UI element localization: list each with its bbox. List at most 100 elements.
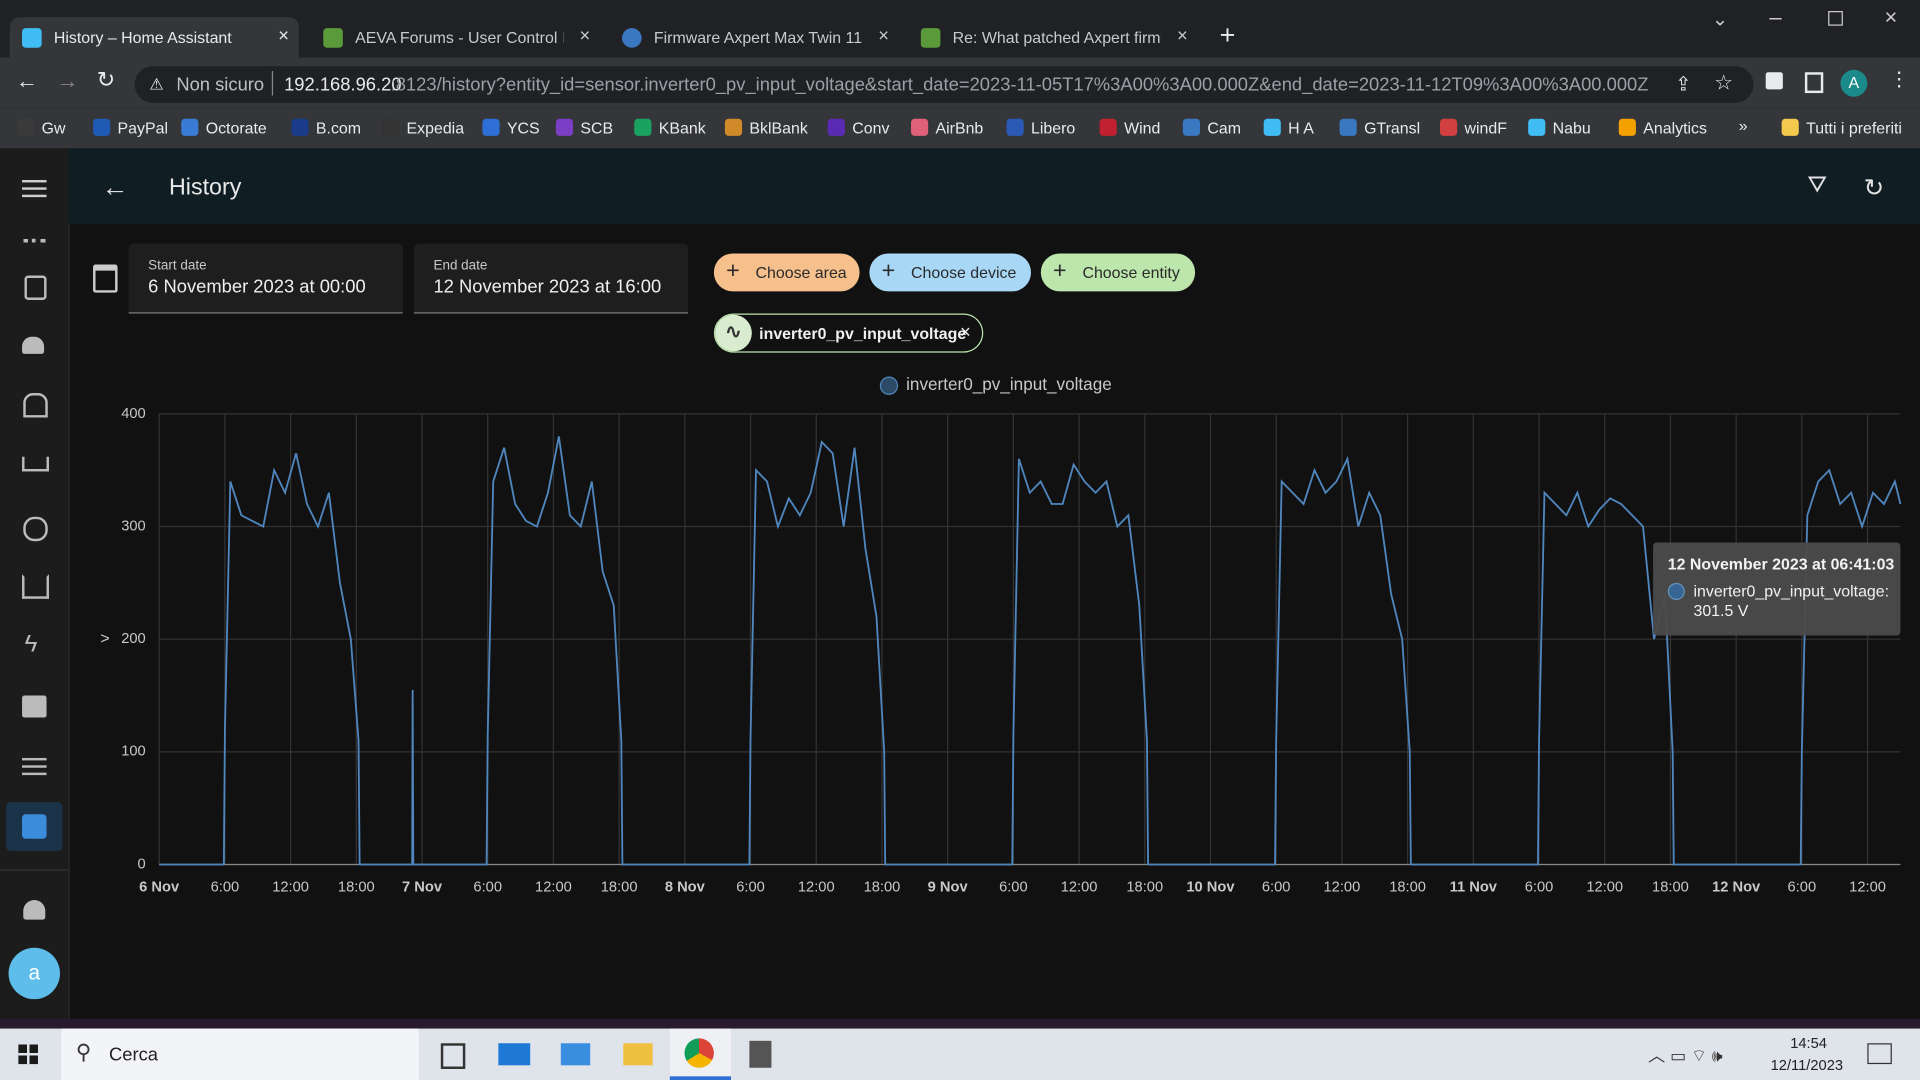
- tab-title: Re: What patched Axpert firmwa: [952, 28, 1161, 47]
- app-mail[interactable]: [498, 1043, 531, 1066]
- chip-label: Choose device: [911, 263, 1017, 282]
- bookmark[interactable]: Octorate: [181, 118, 267, 137]
- x-tick-label: 6 Nov: [139, 880, 180, 896]
- maximize[interactable]: [1828, 11, 1843, 26]
- calendar-icon[interactable]: [93, 264, 118, 293]
- bookmark-star[interactable]: ☆: [1714, 71, 1733, 95]
- security-label: Non sicuro: [176, 74, 265, 96]
- bookmark[interactable]: AirBnb: [911, 118, 983, 137]
- nav-icon[interactable]: [24, 275, 47, 300]
- menu-toggle[interactable]: [22, 180, 47, 183]
- x-tick-label: 6:00: [1262, 880, 1291, 896]
- bookmark[interactable]: BklBank: [724, 118, 808, 137]
- forward[interactable]: →: [56, 68, 79, 94]
- nav-icon[interactable]: [23, 516, 48, 542]
- reload[interactable]: ↻: [96, 67, 116, 92]
- entity-chip[interactable]: ∿ inverter0_pv_input_voltage ×: [713, 313, 984, 353]
- tab[interactable]: AEVA Forums - User Control Pan×: [311, 17, 600, 57]
- bookmark[interactable]: GTransl: [1339, 118, 1421, 138]
- refresh[interactable]: ↻: [1863, 175, 1885, 203]
- omnibox[interactable]: ⚠ Non sicuro 192.168.96.20 :8123/history…: [134, 66, 1754, 103]
- app[interactable]: [560, 1043, 591, 1066]
- search-box[interactable]: ⚲ Cerca: [61, 1028, 419, 1080]
- bookmark[interactable]: B.com: [291, 118, 361, 137]
- bookmark[interactable]: Analytics: [1618, 118, 1707, 137]
- new-tab[interactable]: +: [1219, 19, 1236, 51]
- nav-icon[interactable]: [22, 695, 47, 718]
- bookmark[interactable]: YCS: [482, 118, 540, 137]
- user-avatar[interactable]: a: [8, 947, 61, 1000]
- bookmark[interactable]: Nabu: [1528, 118, 1591, 137]
- bookmark[interactable]: windF: [1440, 118, 1507, 137]
- extensions[interactable]: [1765, 72, 1783, 90]
- bookmark[interactable]: H A: [1263, 118, 1314, 137]
- app-chrome[interactable]: [669, 1028, 732, 1080]
- back[interactable]: ←: [15, 68, 38, 94]
- minimize[interactable]: –: [1769, 4, 1782, 30]
- nav-icon[interactable]: [23, 224, 46, 243]
- y-tick-label: 100: [121, 744, 146, 760]
- nav-icon[interactable]: [22, 336, 45, 354]
- start[interactable]: [18, 1044, 38, 1065]
- tab[interactable]: History – Home Assistant ×: [9, 17, 299, 58]
- end-date[interactable]: End date 12 November 2023 at 16:00: [413, 243, 689, 314]
- tab[interactable]: Firmware Axpert Max Twin 11K - ×: [610, 17, 899, 57]
- chip-label: Choose entity: [1082, 263, 1180, 282]
- bookmarks-more[interactable]: »: [1738, 116, 1748, 135]
- start-date[interactable]: Start date 6 November 2023 at 00:00: [128, 243, 403, 314]
- tab-search[interactable]: ⌄: [1711, 9, 1729, 31]
- bookmark[interactable]: KBank: [634, 118, 706, 137]
- bookmark-label: PayPal: [117, 118, 169, 138]
- close[interactable]: ×: [1884, 4, 1898, 30]
- clear-filter[interactable]: ⛛: [1807, 172, 1827, 199]
- notification-center[interactable]: [1867, 1043, 1892, 1065]
- bookmark[interactable]: Expedia: [382, 118, 464, 137]
- nav-icon[interactable]: ϟ: [24, 630, 38, 658]
- app-explorer[interactable]: [623, 1043, 653, 1066]
- x-tick-label: 18:00: [338, 880, 375, 896]
- x-tick-label: 12:00: [1849, 880, 1886, 896]
- bookmark-label: Tutti i preferiti: [1806, 118, 1902, 138]
- choose-entity[interactable]: + Choose entity: [1040, 253, 1196, 292]
- tab-bar: History – Home Assistant × AEVA Forums - …: [0, 0, 1920, 58]
- x-tick-label: 12:00: [1061, 880, 1098, 896]
- profile[interactable]: A: [1840, 69, 1868, 97]
- nav-history-active[interactable]: [6, 802, 63, 852]
- x-tick-label: 18:00: [864, 880, 901, 896]
- nav-icon[interactable]: [23, 393, 48, 418]
- bookmark-label: SCB: [580, 118, 614, 138]
- x-tick-label: 12:00: [798, 880, 835, 896]
- bookmark-folder[interactable]: Tutti i preferiti: [1781, 118, 1902, 138]
- chip-label: Choose area: [755, 263, 847, 282]
- notifications[interactable]: [23, 900, 46, 920]
- bookmark[interactable]: SCB: [555, 118, 614, 138]
- back-button[interactable]: ←: [101, 171, 129, 203]
- start-date-label: Start date: [148, 258, 207, 274]
- choose-area[interactable]: + Choose area: [713, 253, 860, 292]
- y-tick-label: 0: [138, 856, 146, 872]
- app-calculator[interactable]: [749, 1040, 772, 1068]
- menu[interactable]: ⋮: [1889, 69, 1909, 91]
- bookmark[interactable]: Conv: [827, 118, 889, 137]
- side-panel[interactable]: [1804, 72, 1824, 94]
- bookmark[interactable]: Wind: [1099, 118, 1160, 137]
- bookmark[interactable]: Cam: [1182, 118, 1241, 137]
- expand-toggle[interactable]: >: [100, 630, 109, 647]
- nav-icon[interactable]: [22, 456, 49, 472]
- tab-title: AEVA Forums - User Control Pan: [355, 28, 563, 47]
- nav-icon[interactable]: [22, 574, 49, 599]
- nav-icon[interactable]: [22, 757, 47, 761]
- bookmark[interactable]: Gw: [17, 118, 66, 137]
- bookmark[interactable]: PayPal: [93, 118, 169, 138]
- entity-chip-label: inverter0_pv_input_voltage: [759, 324, 967, 343]
- choose-device[interactable]: + Choose device: [869, 253, 1032, 292]
- taskbar: ⚲ Cerca ︿ ▭ ⌔ 🕪 14:54 12/11/2023: [0, 1028, 1920, 1080]
- x-tick-label: 7 Nov: [402, 880, 443, 896]
- task-view[interactable]: [440, 1043, 466, 1069]
- bookmark-label: GTransl: [1364, 118, 1421, 138]
- bookmark[interactable]: Libero: [1006, 118, 1075, 137]
- data-line: [159, 436, 1902, 866]
- tab[interactable]: Re: What patched Axpert firmwa ×: [909, 17, 1198, 57]
